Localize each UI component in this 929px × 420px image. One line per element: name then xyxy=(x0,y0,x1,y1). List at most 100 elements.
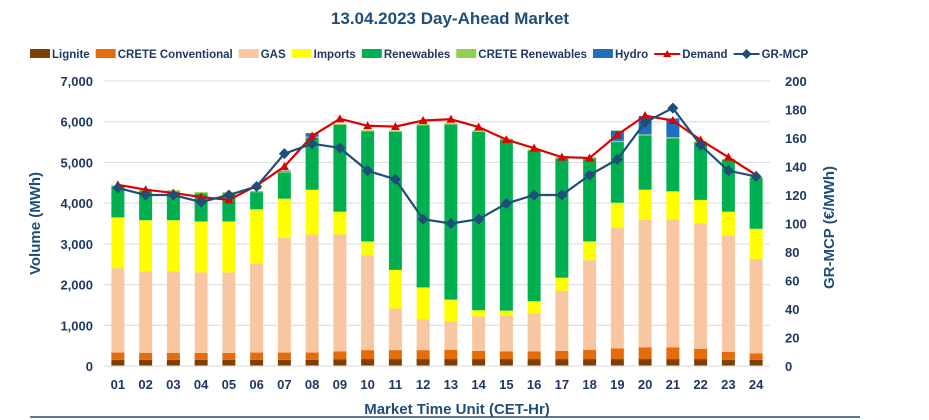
bar-crete-conventional xyxy=(361,350,375,360)
bar-crete-renewables xyxy=(610,140,624,143)
y-tick-label: 6,000 xyxy=(60,115,93,130)
bar-crete-conventional xyxy=(721,351,735,360)
bar-lignite xyxy=(388,359,402,366)
bar-renewables xyxy=(277,172,291,199)
x-tick-label: 17 xyxy=(555,377,569,392)
bar-renewables xyxy=(499,139,513,311)
bar-crete-conventional xyxy=(694,348,708,360)
bar-imports xyxy=(166,220,180,272)
x-tick-label: 22 xyxy=(693,377,707,392)
x-tick-label: 01 xyxy=(111,377,125,392)
legend-label: Renewables xyxy=(384,49,450,61)
x-tick-label: 04 xyxy=(194,377,209,392)
bar-imports xyxy=(472,310,486,317)
point-demand xyxy=(557,152,567,161)
bar-lignite xyxy=(472,359,486,366)
x-tick-label: 24 xyxy=(749,377,764,392)
bar-renewables xyxy=(694,142,708,200)
point-demand xyxy=(418,115,428,124)
x-tick-label: 06 xyxy=(249,377,263,392)
x-axis-label: Market Time Unit (CET-Hr) xyxy=(364,401,550,418)
bar-lignite xyxy=(250,359,264,366)
bar-imports xyxy=(527,301,541,314)
bar-imports xyxy=(222,221,236,273)
point-gr-mcp xyxy=(667,102,679,114)
y-tick-label: 2,000 xyxy=(60,278,93,293)
x-tick-label: 08 xyxy=(305,377,319,392)
bar-lignite xyxy=(222,359,236,366)
point-gr-mcp xyxy=(278,148,290,160)
bar-renewables xyxy=(250,192,264,210)
bar-gas xyxy=(250,263,264,353)
bar-imports xyxy=(361,241,375,256)
bar-imports xyxy=(388,269,402,309)
bar-gas xyxy=(638,219,652,348)
point-demand xyxy=(474,122,484,131)
legend-item-crete-renewables: CRETE Renewables xyxy=(456,49,587,61)
bar-gas xyxy=(527,313,541,352)
gridlines xyxy=(104,80,770,326)
bar-renewables xyxy=(749,177,763,229)
bar-lignite xyxy=(583,359,597,366)
legend-item-demand: Demand xyxy=(654,49,728,61)
bar-crete-conventional xyxy=(305,352,319,360)
x-tick-label: 19 xyxy=(610,377,624,392)
point-gr-mcp xyxy=(722,165,734,177)
bar-renewables xyxy=(527,150,541,302)
bar-gas xyxy=(361,255,375,351)
bar-imports xyxy=(555,277,569,291)
x-tick-label: 21 xyxy=(666,377,680,392)
bar-crete-renewables xyxy=(472,130,486,132)
point-gr-mcp xyxy=(556,189,568,201)
bar-crete-renewables xyxy=(416,124,430,126)
bar-gas xyxy=(139,271,153,353)
bar-renewables xyxy=(166,191,180,221)
y-tick-label: 7,000 xyxy=(60,74,93,89)
bar-gas xyxy=(388,308,402,351)
bar-crete-conventional xyxy=(666,347,680,360)
bar-imports xyxy=(694,199,708,224)
bar-gas xyxy=(499,315,513,352)
x-tick-label: 03 xyxy=(166,377,180,392)
x-tick-label: 13 xyxy=(444,377,458,392)
bar-crete-renewables xyxy=(444,123,458,125)
bar-renewables xyxy=(555,158,569,278)
bar-lignite xyxy=(166,359,180,366)
legend-label: CRETE Conventional xyxy=(118,49,233,61)
legend-marker xyxy=(741,49,752,59)
bar-lignite xyxy=(194,359,208,366)
bar-gas xyxy=(610,227,624,349)
point-gr-mcp xyxy=(306,138,318,150)
y-tick-label: 1,000 xyxy=(60,318,93,333)
bar-crete-conventional xyxy=(555,350,569,360)
bar-lignite xyxy=(416,359,430,366)
legend-item-gr-mcp: GR-MCP xyxy=(733,49,809,61)
point-demand xyxy=(501,135,511,144)
x-tick-label: 12 xyxy=(416,377,430,392)
bar-lignite xyxy=(555,359,569,366)
point-demand xyxy=(446,114,456,123)
legend-swatch xyxy=(456,49,477,58)
x-tick-label: 09 xyxy=(333,377,347,392)
bar-lignite xyxy=(610,359,624,366)
bar-crete-renewables xyxy=(638,134,652,136)
bar-crete-renewables xyxy=(277,171,291,173)
line-demand xyxy=(117,114,757,202)
y2-tick-label: 160 xyxy=(785,131,807,146)
bar-lignite xyxy=(749,359,763,366)
bar-crete-conventional xyxy=(638,347,652,360)
bar-crete-conventional xyxy=(499,351,513,360)
bar-crete-conventional xyxy=(610,348,624,360)
bar-lignite xyxy=(444,359,458,366)
bar-hydro xyxy=(277,170,291,172)
bar-renewables xyxy=(305,138,319,190)
bar-imports xyxy=(583,241,597,261)
bar-gas xyxy=(333,234,347,352)
bar-imports xyxy=(638,189,652,220)
legend-label: Demand xyxy=(682,49,727,61)
point-demand xyxy=(307,131,317,140)
bar-imports xyxy=(444,299,458,322)
point-gr-mcp xyxy=(362,165,374,177)
x-tick-label: 05 xyxy=(222,377,236,392)
bar-gas xyxy=(749,258,763,354)
